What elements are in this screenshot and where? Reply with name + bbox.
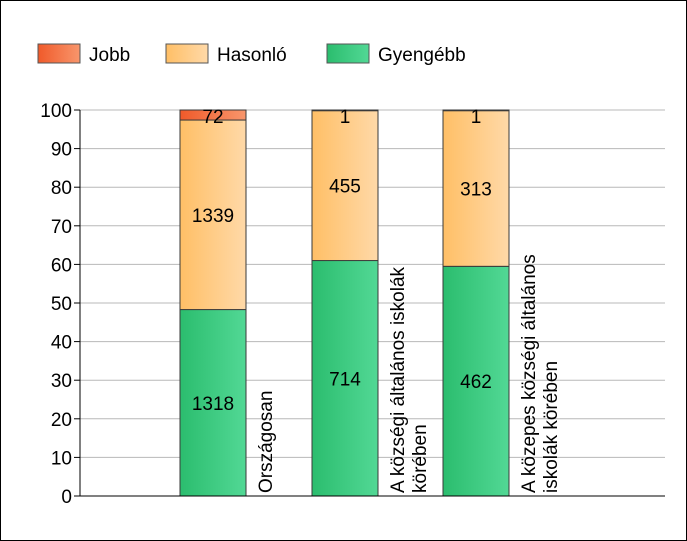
y-tick-label-90: 90 [51, 140, 72, 161]
y-tick-label-80: 80 [51, 178, 72, 199]
legend-label-1: Hasonló [217, 45, 287, 66]
y-tick-label-10: 10 [51, 448, 72, 469]
bar-segment-gyengébb-0 [179, 309, 247, 497]
bar-segment-jobb-1 [311, 109, 379, 112]
y-tick-label-40: 40 [51, 333, 72, 354]
bar-segment-hasonló-1 [311, 109, 379, 262]
category-label-2-line-0: A közepes községi általános [519, 254, 540, 493]
data-label-gyengébb-1: 714 [329, 369, 361, 390]
data-label-jobb-0: 72 [202, 107, 223, 128]
category-label-2-line-1: iskolák körében [541, 361, 562, 493]
legend-label-2: Gyengébb [378, 45, 466, 66]
y-tick-label-100: 100 [40, 101, 72, 122]
data-label-hasonló-0: 1339 [192, 206, 234, 227]
y-tick-label-70: 70 [51, 217, 72, 238]
bar-segment-jobb-0 [179, 109, 247, 121]
category-label-0-line-0: Országosan [256, 391, 277, 493]
data-label-jobb-2: 1 [471, 107, 482, 128]
legend-swatch-0 [37, 43, 81, 64]
legend: Jobb Hasonló Gyengébb [37, 43, 466, 66]
category-label-1-line-0: A községi általános iskolák [388, 266, 409, 493]
legend-swatch-1 [165, 43, 209, 64]
bar-segment-jobb-2 [442, 109, 510, 112]
data-label-gyengébb-2: 462 [460, 372, 492, 393]
category-label-1-line-1: körében [410, 424, 431, 493]
bars: 1318 1339 72 Országosan 714 455 1 A községi ált… [179, 107, 562, 497]
y-tick-label-20: 20 [51, 410, 72, 431]
bar-segment-gyengébb-2 [442, 265, 510, 497]
bar-segment-gyengébb-1 [311, 260, 379, 497]
y-tick-label-50: 50 [51, 294, 72, 315]
y-tick-label-60: 60 [51, 255, 72, 276]
axes [79, 110, 665, 497]
y-tick-label-0: 0 [61, 487, 72, 508]
data-label-hasonló-1: 455 [329, 176, 361, 197]
data-label-hasonló-2: 313 [460, 179, 492, 200]
y-tick-label-30: 30 [51, 371, 72, 392]
legend-swatch-2 [326, 43, 370, 64]
data-label-gyengébb-0: 1318 [192, 394, 234, 415]
legend-label-0: Jobb [89, 45, 130, 66]
data-label-jobb-1: 1 [340, 107, 351, 128]
